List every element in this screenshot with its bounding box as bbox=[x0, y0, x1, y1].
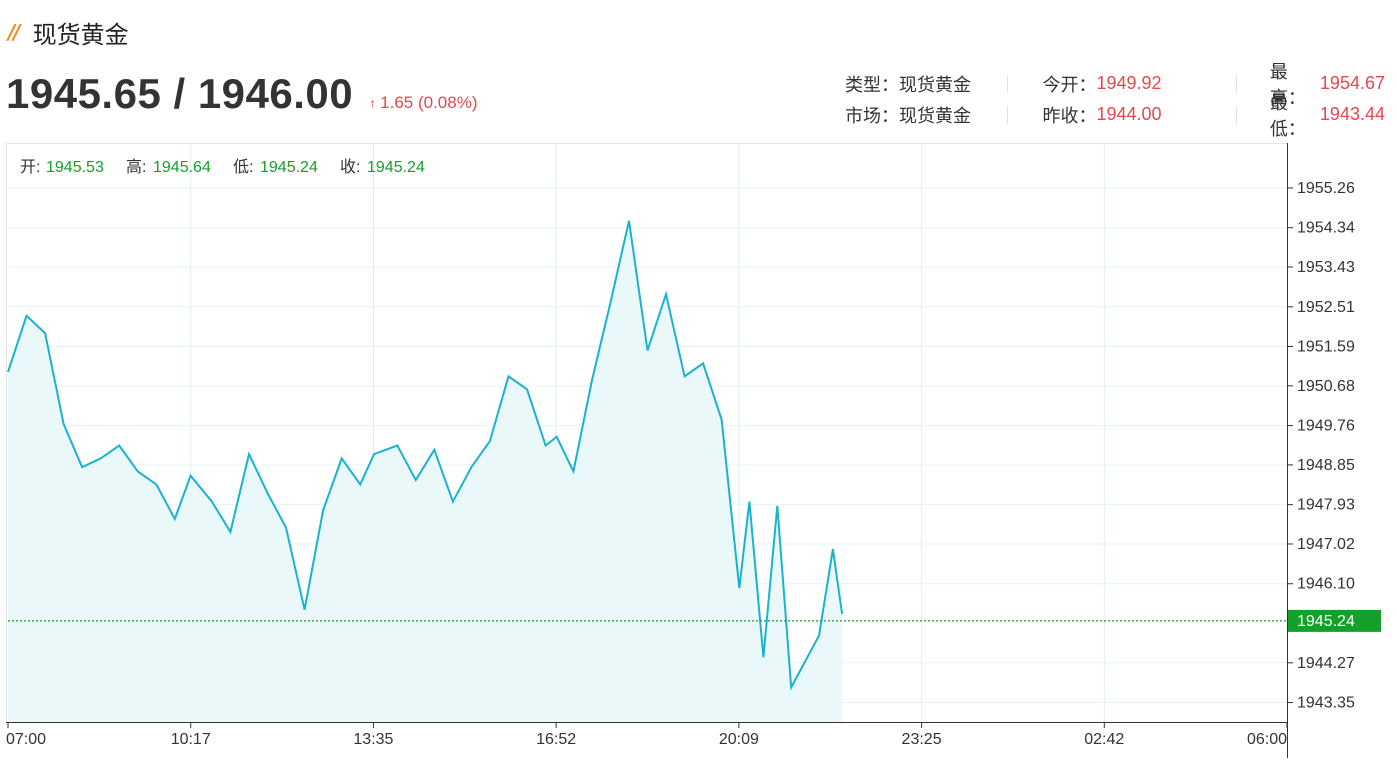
y-tick-label: 1948.85 bbox=[1297, 457, 1355, 474]
stat-type-value: 现货黄金 bbox=[899, 74, 971, 96]
x-axis: 07:00 10:17 13:35 16:52 20:09 23:25 02:42 06:00 bbox=[6, 722, 1288, 748]
page-title: 现货黄金 bbox=[32, 20, 129, 49]
stat-low: 最低： 1943.44 bbox=[1237, 89, 1385, 141]
ohlc-close-label: 收: bbox=[340, 158, 360, 176]
stats-row-2: 市场： 现货黄金 昨收： 1944.00 最低： 1943.44 bbox=[845, 93, 1385, 140]
y-tick-label: 1947.93 bbox=[1297, 497, 1355, 514]
price-line bbox=[7, 220, 844, 691]
stat-low-label: 最低： bbox=[1269, 92, 1306, 140]
stat-prev-close-value: 1944.00 bbox=[1096, 104, 1162, 124]
y-tick-label: 1947.02 bbox=[1297, 536, 1355, 553]
stat-low-value: 1943.44 bbox=[1319, 104, 1385, 124]
ohlc-readout: 开: 1945.53 高: 1945.64 低: 1945.24 收: 1945… bbox=[20, 158, 425, 176]
y-tick-label: 1950.68 bbox=[1297, 378, 1355, 395]
page-header: // 现货黄金 bbox=[8, 14, 129, 50]
ohlc-open-label: 开: bbox=[20, 159, 40, 176]
y-tick-label: 1949.76 bbox=[1297, 418, 1355, 435]
y-tick-label: 1955.26 bbox=[1297, 180, 1355, 197]
up-arrow-icon: ↑ bbox=[369, 95, 377, 111]
x-tick-label: 02:42 bbox=[1084, 731, 1124, 748]
x-tick-label: 07:00 bbox=[6, 731, 46, 748]
stat-high-value: 1954.67 bbox=[1319, 73, 1385, 93]
stat-type-label: 类型： bbox=[845, 74, 899, 96]
price-change: ↑ 1.65 (0.08%) bbox=[369, 93, 477, 113]
ohlc-high-value: 1945.64 bbox=[153, 159, 211, 176]
brand-mark-icon: // bbox=[8, 20, 21, 44]
y-tick-label: 1946.10 bbox=[1297, 576, 1355, 593]
stat-prev-close-label: 昨收： bbox=[1042, 105, 1097, 127]
current-price-tag: 1945.24 bbox=[1288, 609, 1381, 632]
stat-open-value: 1949.92 bbox=[1096, 73, 1162, 93]
price-summary: 1945.65 / 1946.00 ↑ 1.65 (0.08%) bbox=[6, 70, 478, 118]
stat-open-label: 今开： bbox=[1042, 74, 1097, 96]
y-tick-label: 1952.51 bbox=[1297, 299, 1355, 316]
divider bbox=[1007, 74, 1009, 93]
price-chart-svg[interactable]: 1955.26 1954.34 1953.43 1952.51 1951.59 1950.… bbox=[6, 143, 1381, 758]
y-tick-label: 1951.59 bbox=[1297, 339, 1355, 356]
price-area-fill bbox=[8, 220, 843, 723]
quote-stats: 类型： 现货黄金 今开： 1949.92 最高： 1954.67 市场： 现货黄金 昨收… bbox=[845, 62, 1385, 140]
y-axis: 1955.26 1954.34 1953.43 1952.51 1951.59 1950.… bbox=[1287, 143, 1355, 758]
x-tick-label: 13:35 bbox=[353, 731, 393, 748]
current-price-label: 1945.24 bbox=[1297, 613, 1355, 630]
x-tick-label: 20:09 bbox=[719, 731, 759, 748]
ohlc-high-label: 高: bbox=[126, 158, 146, 176]
divider bbox=[1007, 105, 1009, 124]
y-tick-label: 1944.27 bbox=[1297, 655, 1355, 672]
price-chart[interactable]: 1955.26 1954.34 1953.43 1952.51 1951.59 1950.… bbox=[6, 143, 1381, 758]
stat-market-label: 市场： bbox=[845, 105, 899, 127]
y-tick-label: 1954.34 bbox=[1297, 220, 1355, 237]
stat-high-label: 最高： bbox=[1269, 61, 1306, 109]
stat-type: 类型： 现货黄金 bbox=[845, 71, 1007, 97]
x-tick-label: 23:25 bbox=[902, 731, 942, 748]
ohlc-close-value: 1945.24 bbox=[367, 159, 425, 176]
ohlc-low-label: 低: bbox=[233, 158, 253, 176]
divider bbox=[1235, 105, 1237, 124]
stat-market-value: 现货黄金 bbox=[899, 105, 971, 127]
x-tick-label: 06:00 bbox=[1247, 731, 1287, 748]
stat-prev-close: 昨收： 1944.00 bbox=[1008, 102, 1235, 128]
stat-market: 市场： 现货黄金 bbox=[845, 102, 1007, 128]
x-tick-label: 16:52 bbox=[536, 731, 576, 748]
y-tick-label: 1953.43 bbox=[1297, 259, 1355, 276]
price-change-value: 1.65 (0.08%) bbox=[380, 93, 478, 112]
y-tick-label: 1943.35 bbox=[1297, 695, 1355, 712]
stats-row-1: 类型： 现货黄金 今开： 1949.92 最高： 1954.67 bbox=[845, 62, 1385, 109]
bid-ask-price: 1945.65 / 1946.00 bbox=[6, 70, 354, 117]
x-tick-label: 10:17 bbox=[171, 731, 211, 748]
stat-high: 最高： 1954.67 bbox=[1237, 58, 1385, 110]
ohlc-open-value: 1945.53 bbox=[46, 159, 104, 176]
stat-open: 今开： 1949.92 bbox=[1008, 71, 1235, 97]
divider bbox=[1235, 74, 1237, 93]
ohlc-low-value: 1945.24 bbox=[260, 159, 318, 176]
current-price-tag-bg bbox=[1288, 609, 1381, 632]
